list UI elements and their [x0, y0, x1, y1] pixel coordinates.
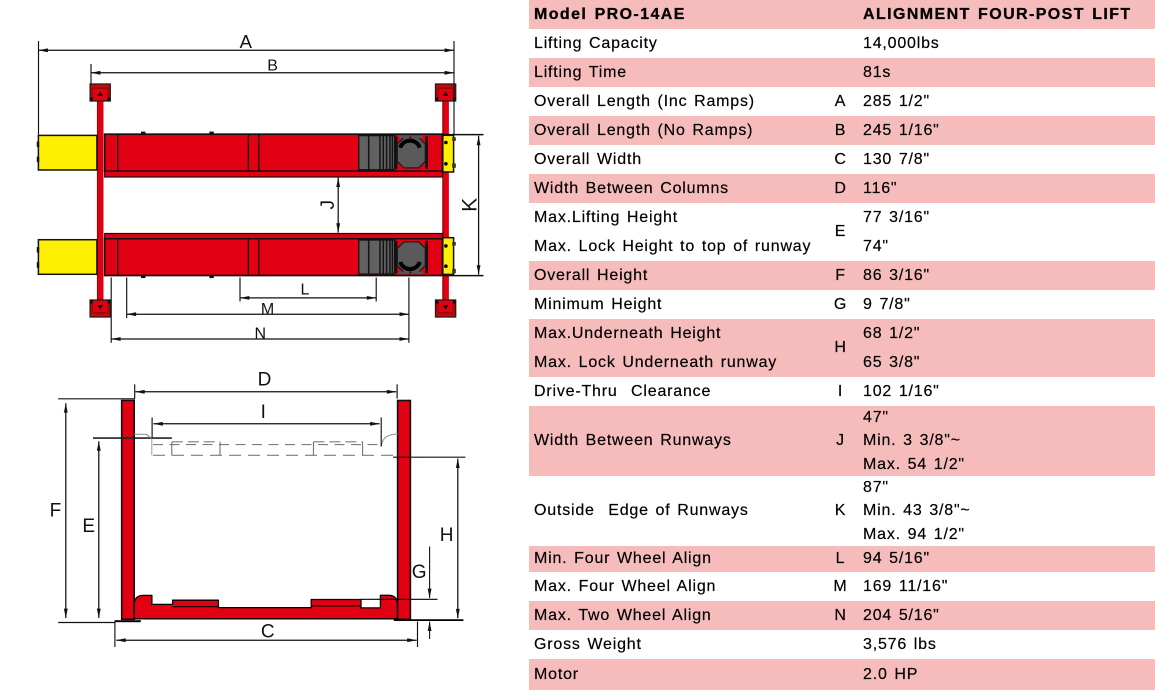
svg-text:K: K — [459, 198, 482, 212]
svg-text:H: H — [440, 525, 454, 546]
svg-text:I: I — [261, 402, 266, 423]
svg-text:B: B — [267, 58, 278, 75]
svg-text:L: L — [301, 282, 310, 299]
svg-text:C: C — [261, 622, 275, 643]
svg-text:A: A — [240, 31, 253, 52]
svg-text:M: M — [261, 301, 274, 318]
svg-text:E: E — [82, 516, 95, 537]
svg-text:N: N — [255, 325, 267, 342]
svg-text:G: G — [412, 562, 427, 583]
svg-text:D: D — [258, 370, 272, 391]
svg-text:J: J — [318, 200, 339, 210]
svg-text:F: F — [50, 501, 62, 522]
